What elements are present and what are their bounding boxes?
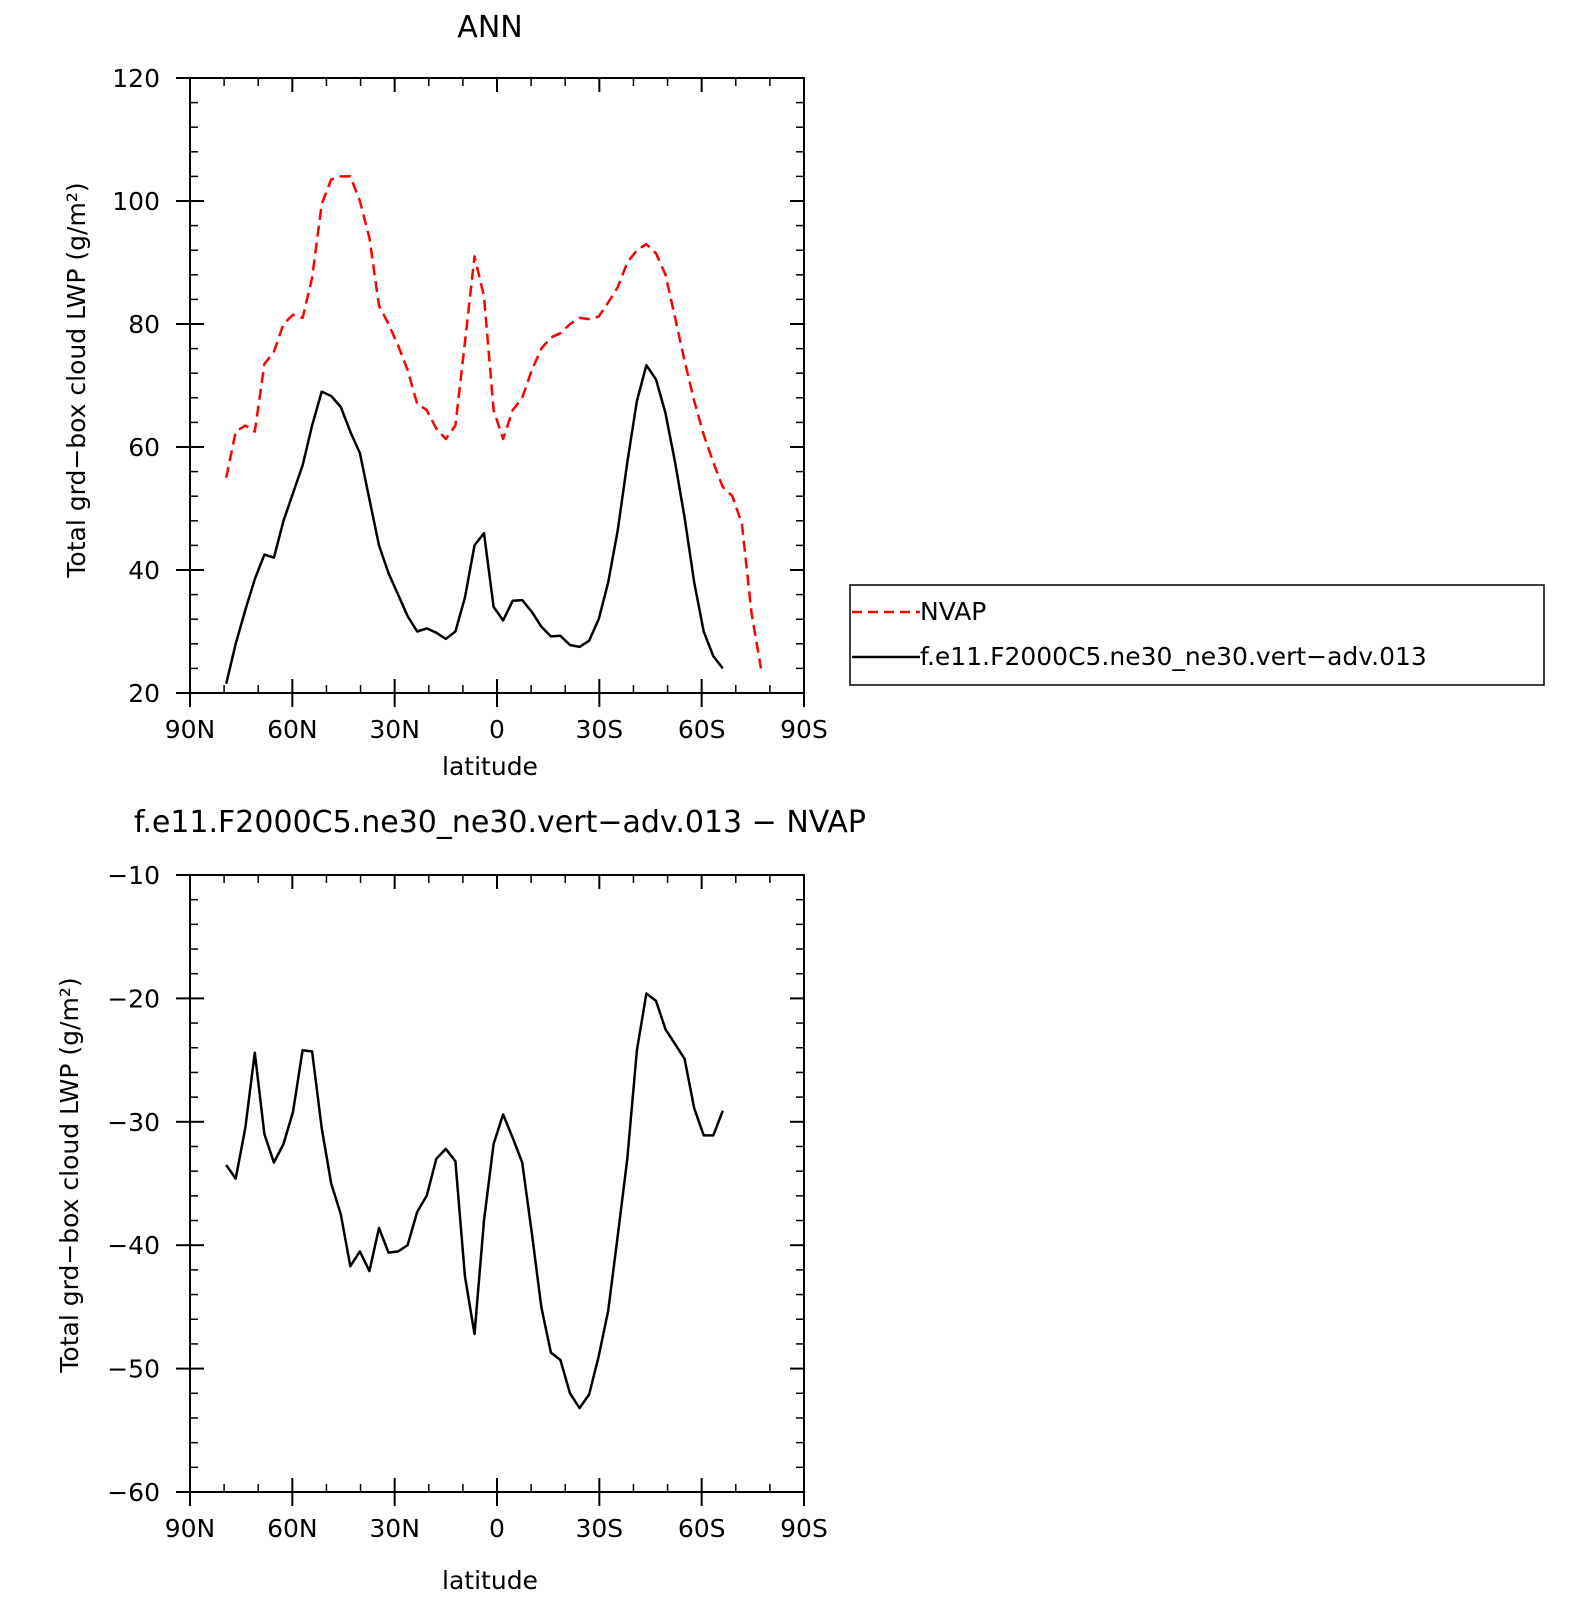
top-tick-labels: 90N 60N 30N 0 30S 60S 90S 20 40 60 80 100 120 <box>112 64 828 744</box>
x-tick-label: 30N <box>369 1514 420 1543</box>
y-tick-label: 100 <box>112 187 160 216</box>
bottom-x-axis-label: latitude <box>442 1566 538 1595</box>
annual-mean-panel: ANN Total grd−box cloud LWP (g/m²) latit… <box>62 10 828 781</box>
nvap-series-line <box>224 175 763 669</box>
top-plot-frame <box>189 77 805 694</box>
x-tick-label: 60S <box>678 1514 726 1543</box>
legend: NVAP f.e11.F2000C5.ne30_ne30.vert−adv.01… <box>849 584 1545 686</box>
bottom-data-lines <box>225 992 724 1410</box>
y-tick-label: −30 <box>107 1108 160 1137</box>
y-tick-label: 120 <box>112 64 160 93</box>
top-x-axis-label: latitude <box>442 752 538 781</box>
bottom-plot-frame <box>189 874 805 1493</box>
top-y-axis-label: Total grd−box cloud LWP (g/m²) <box>62 182 91 578</box>
top-chart-title: ANN <box>457 10 522 45</box>
x-tick-label: 90N <box>165 715 216 744</box>
model-series-line <box>224 363 724 685</box>
x-tick-label: 60S <box>678 715 726 744</box>
legend-box <box>849 584 1545 686</box>
y-tick-label: −40 <box>107 1231 160 1260</box>
y-tick-label: −20 <box>107 984 160 1013</box>
y-tick-label: 40 <box>128 556 160 585</box>
x-tick-label: 30N <box>369 715 420 744</box>
bottom-axis-ticks <box>176 874 805 1506</box>
legend-label-model: f.e11.F2000C5.ne30_ne30.vert−adv.013 <box>920 642 1427 671</box>
bottom-y-axis-label: Total grd−box cloud LWP (g/m²) <box>55 977 84 1373</box>
x-tick-label: 0 <box>489 1514 505 1543</box>
legend-label-nvap: NVAP <box>920 597 986 626</box>
x-tick-label: 90S <box>780 715 828 744</box>
difference-series-line <box>225 992 724 1410</box>
x-tick-label: 60N <box>267 715 318 744</box>
top-data-lines <box>224 175 763 685</box>
y-tick-label: −60 <box>107 1478 160 1507</box>
y-tick-label: 60 <box>128 433 160 462</box>
x-tick-label: 30S <box>575 1514 623 1543</box>
y-tick-label: −50 <box>107 1355 160 1384</box>
x-tick-label: 90S <box>780 1514 828 1543</box>
x-tick-label: 60N <box>267 1514 318 1543</box>
x-tick-label: 0 <box>489 715 505 744</box>
x-tick-label: 30S <box>575 715 623 744</box>
y-tick-label: 80 <box>128 310 160 339</box>
bottom-tick-labels: 90N 60N 30N 0 30S 60S 90S −60 −50 −40 −30 −20 −10 <box>107 861 828 1543</box>
y-tick-label: −10 <box>107 861 160 890</box>
y-tick-label: 20 <box>128 679 160 708</box>
difference-panel: f.e11.F2000C5.ne30_ne30.vert−adv.013 − N… <box>55 805 866 1595</box>
bottom-chart-title: f.e11.F2000C5.ne30_ne30.vert−adv.013 − N… <box>134 805 866 840</box>
top-axis-ticks <box>176 77 805 707</box>
x-tick-label: 90N <box>165 1514 216 1543</box>
